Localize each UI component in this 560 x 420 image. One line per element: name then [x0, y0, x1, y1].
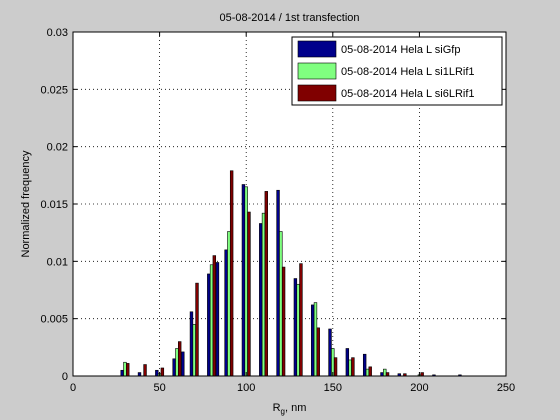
- legend-label: 05-08-2014 Hela L siGfp: [341, 44, 460, 56]
- histogram-bar: [189, 311, 194, 377]
- histogram-bar: [383, 368, 387, 377]
- y-tick-label: 0.03: [47, 27, 68, 39]
- histogram-bar: [345, 348, 350, 377]
- bars-group: [120, 170, 462, 377]
- histogram-bar: [362, 353, 367, 377]
- histogram-bar: [209, 264, 214, 377]
- histogram-bar: [293, 278, 298, 377]
- histogram-bar: [244, 186, 248, 377]
- histogram-bar: [195, 282, 199, 377]
- x-axis-label: Rg, nm: [273, 402, 307, 416]
- x-tick-label: 250: [497, 382, 515, 394]
- histogram-bar: [247, 211, 251, 377]
- legend-label: 05-08-2014 Hela L si6LRif1: [341, 88, 475, 100]
- histogram-bar: [175, 348, 179, 377]
- y-tick-label: 0.01: [47, 256, 68, 268]
- histogram-bar: [333, 357, 338, 377]
- histogram-bar: [351, 357, 355, 377]
- histogram-bar: [120, 369, 124, 377]
- histogram-bar: [331, 348, 335, 377]
- legend-swatch: [297, 84, 337, 102]
- histogram-bar: [207, 273, 211, 377]
- chart-title: 05-08-2014 / 1st transfection: [219, 12, 359, 24]
- x-tick-label: 150: [324, 382, 342, 394]
- histogram-bar: [126, 363, 130, 377]
- x-tick-label: 0: [70, 382, 76, 394]
- histogram-bar: [313, 302, 318, 377]
- legend-swatch: [297, 62, 337, 80]
- legend-swatch: [297, 40, 337, 58]
- histogram-bar: [123, 361, 127, 377]
- histogram-bar: [261, 212, 266, 377]
- histogram-bar: [241, 184, 246, 377]
- histogram-bar: [348, 359, 352, 377]
- histogram-bar: [155, 369, 159, 377]
- y-tick-label: 0.02: [47, 142, 68, 154]
- histogram-bar: [227, 231, 231, 377]
- histogram-bar: [137, 372, 142, 377]
- histogram-bar: [385, 372, 390, 377]
- histogram-bar: [172, 358, 176, 377]
- histogram-bar: [276, 189, 280, 377]
- histogram-bar: [192, 324, 196, 377]
- histogram-bar: [259, 223, 263, 377]
- y-tick-label: 0.005: [40, 314, 68, 326]
- y-tick-label: 0: [62, 371, 68, 383]
- histogram-bar: [143, 364, 147, 377]
- histogram-bar: [215, 262, 220, 377]
- histogram-bar: [368, 366, 372, 377]
- x-tick-label: 50: [153, 382, 165, 394]
- histogram-bar: [296, 283, 300, 377]
- axis-ticks: 0 50 100 150 200 250 0 0.005 0.01 0.015 0.02 0.025 0…: [40, 27, 515, 394]
- y-axis-label: Normalized frequency: [20, 150, 32, 257]
- histogram-bar: [311, 304, 315, 377]
- histogram-bar: [212, 255, 217, 377]
- histogram-bar: [365, 368, 370, 377]
- x-tick-label: 100: [237, 382, 255, 394]
- histogram-bar: [224, 249, 228, 377]
- histogram-bar: [229, 170, 234, 377]
- histogram-bar: [316, 327, 320, 377]
- histogram-bar: [328, 328, 332, 377]
- histogram-bar: [160, 367, 165, 377]
- histogram-bar: [380, 372, 384, 377]
- histogram-bar: [181, 351, 185, 377]
- histogram-bar: [264, 191, 268, 377]
- y-tick-label: 0.015: [40, 199, 68, 211]
- y-tick-label: 0.025: [40, 84, 68, 96]
- histogram-bar: [299, 263, 303, 377]
- legend: 05-08-2014 Hela L siGfp 05-08-2014 Hela L…: [291, 36, 503, 106]
- histogram-bar: [420, 372, 424, 377]
- histogram-bar: [281, 266, 286, 377]
- histogram-bar: [178, 341, 182, 377]
- histogram-bar: [279, 231, 283, 377]
- x-tick-label: 200: [410, 382, 428, 394]
- legend-label: 05-08-2014 Hela L si1LRif1: [341, 66, 475, 78]
